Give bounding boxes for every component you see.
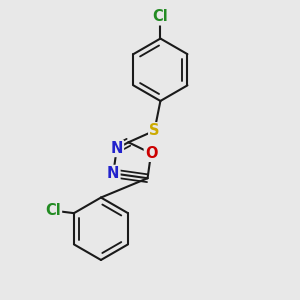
Text: O: O: [145, 146, 157, 161]
Text: Cl: Cl: [45, 203, 61, 218]
Text: N: N: [107, 166, 119, 181]
Text: S: S: [149, 123, 160, 138]
Text: Cl: Cl: [152, 9, 168, 24]
Text: N: N: [111, 141, 123, 156]
